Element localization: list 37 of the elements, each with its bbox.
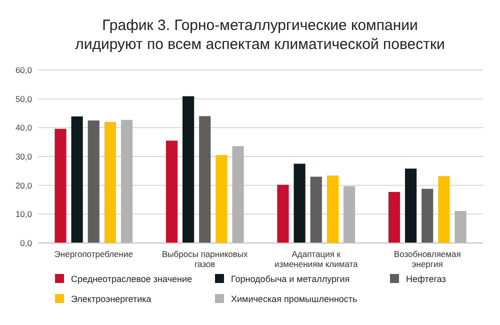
bar: [405, 168, 417, 243]
y-tick-label: 50,0: [15, 94, 32, 104]
bar: [294, 164, 306, 243]
y-tick-label: 30,0: [15, 151, 32, 162]
x-tick-label: Возобновляемая энергия: [394, 249, 462, 269]
bar: [388, 192, 400, 243]
bar: [166, 140, 178, 243]
x-tick-label: Энергопотребление: [54, 249, 134, 259]
y-tick-label: 60,0: [15, 64, 32, 75]
legend-label: Среднеотраслевое значение: [71, 274, 192, 284]
x-tick-label: Выбросы парниковых газов: [162, 249, 248, 269]
chart-title: График 3. Горно-металлургические компании лидируют по всем аспектам климатической повестки: [75, 17, 445, 53]
legend-label: Нефтегаз: [406, 274, 446, 284]
y-tick-label: 10,0: [15, 209, 32, 220]
bar: [54, 128, 66, 243]
bar: [310, 176, 322, 243]
bar: [104, 122, 116, 243]
bar: [88, 120, 100, 243]
legend-label: Химическая промышленность: [231, 294, 358, 304]
bar: [438, 176, 450, 243]
bar: [71, 116, 83, 243]
bar: [422, 188, 434, 243]
legend-label: Горнодобыча и металлургия: [231, 274, 350, 284]
legend-label: Электроэнергетика: [71, 294, 152, 304]
y-tick-label: 0,0: [20, 238, 32, 248]
bar: [277, 184, 289, 243]
y-tick-label: 40,0: [15, 122, 32, 133]
bar: [199, 116, 211, 243]
bar: [182, 96, 194, 243]
bar: [454, 210, 466, 243]
bar: [232, 146, 244, 243]
bar: [216, 155, 228, 243]
bar: [326, 176, 338, 243]
x-tick-label: Адаптация к изменениям климата: [274, 249, 358, 269]
y-tick-label: 20,0: [15, 180, 32, 190]
bar: [120, 120, 133, 243]
bar: [343, 186, 356, 243]
